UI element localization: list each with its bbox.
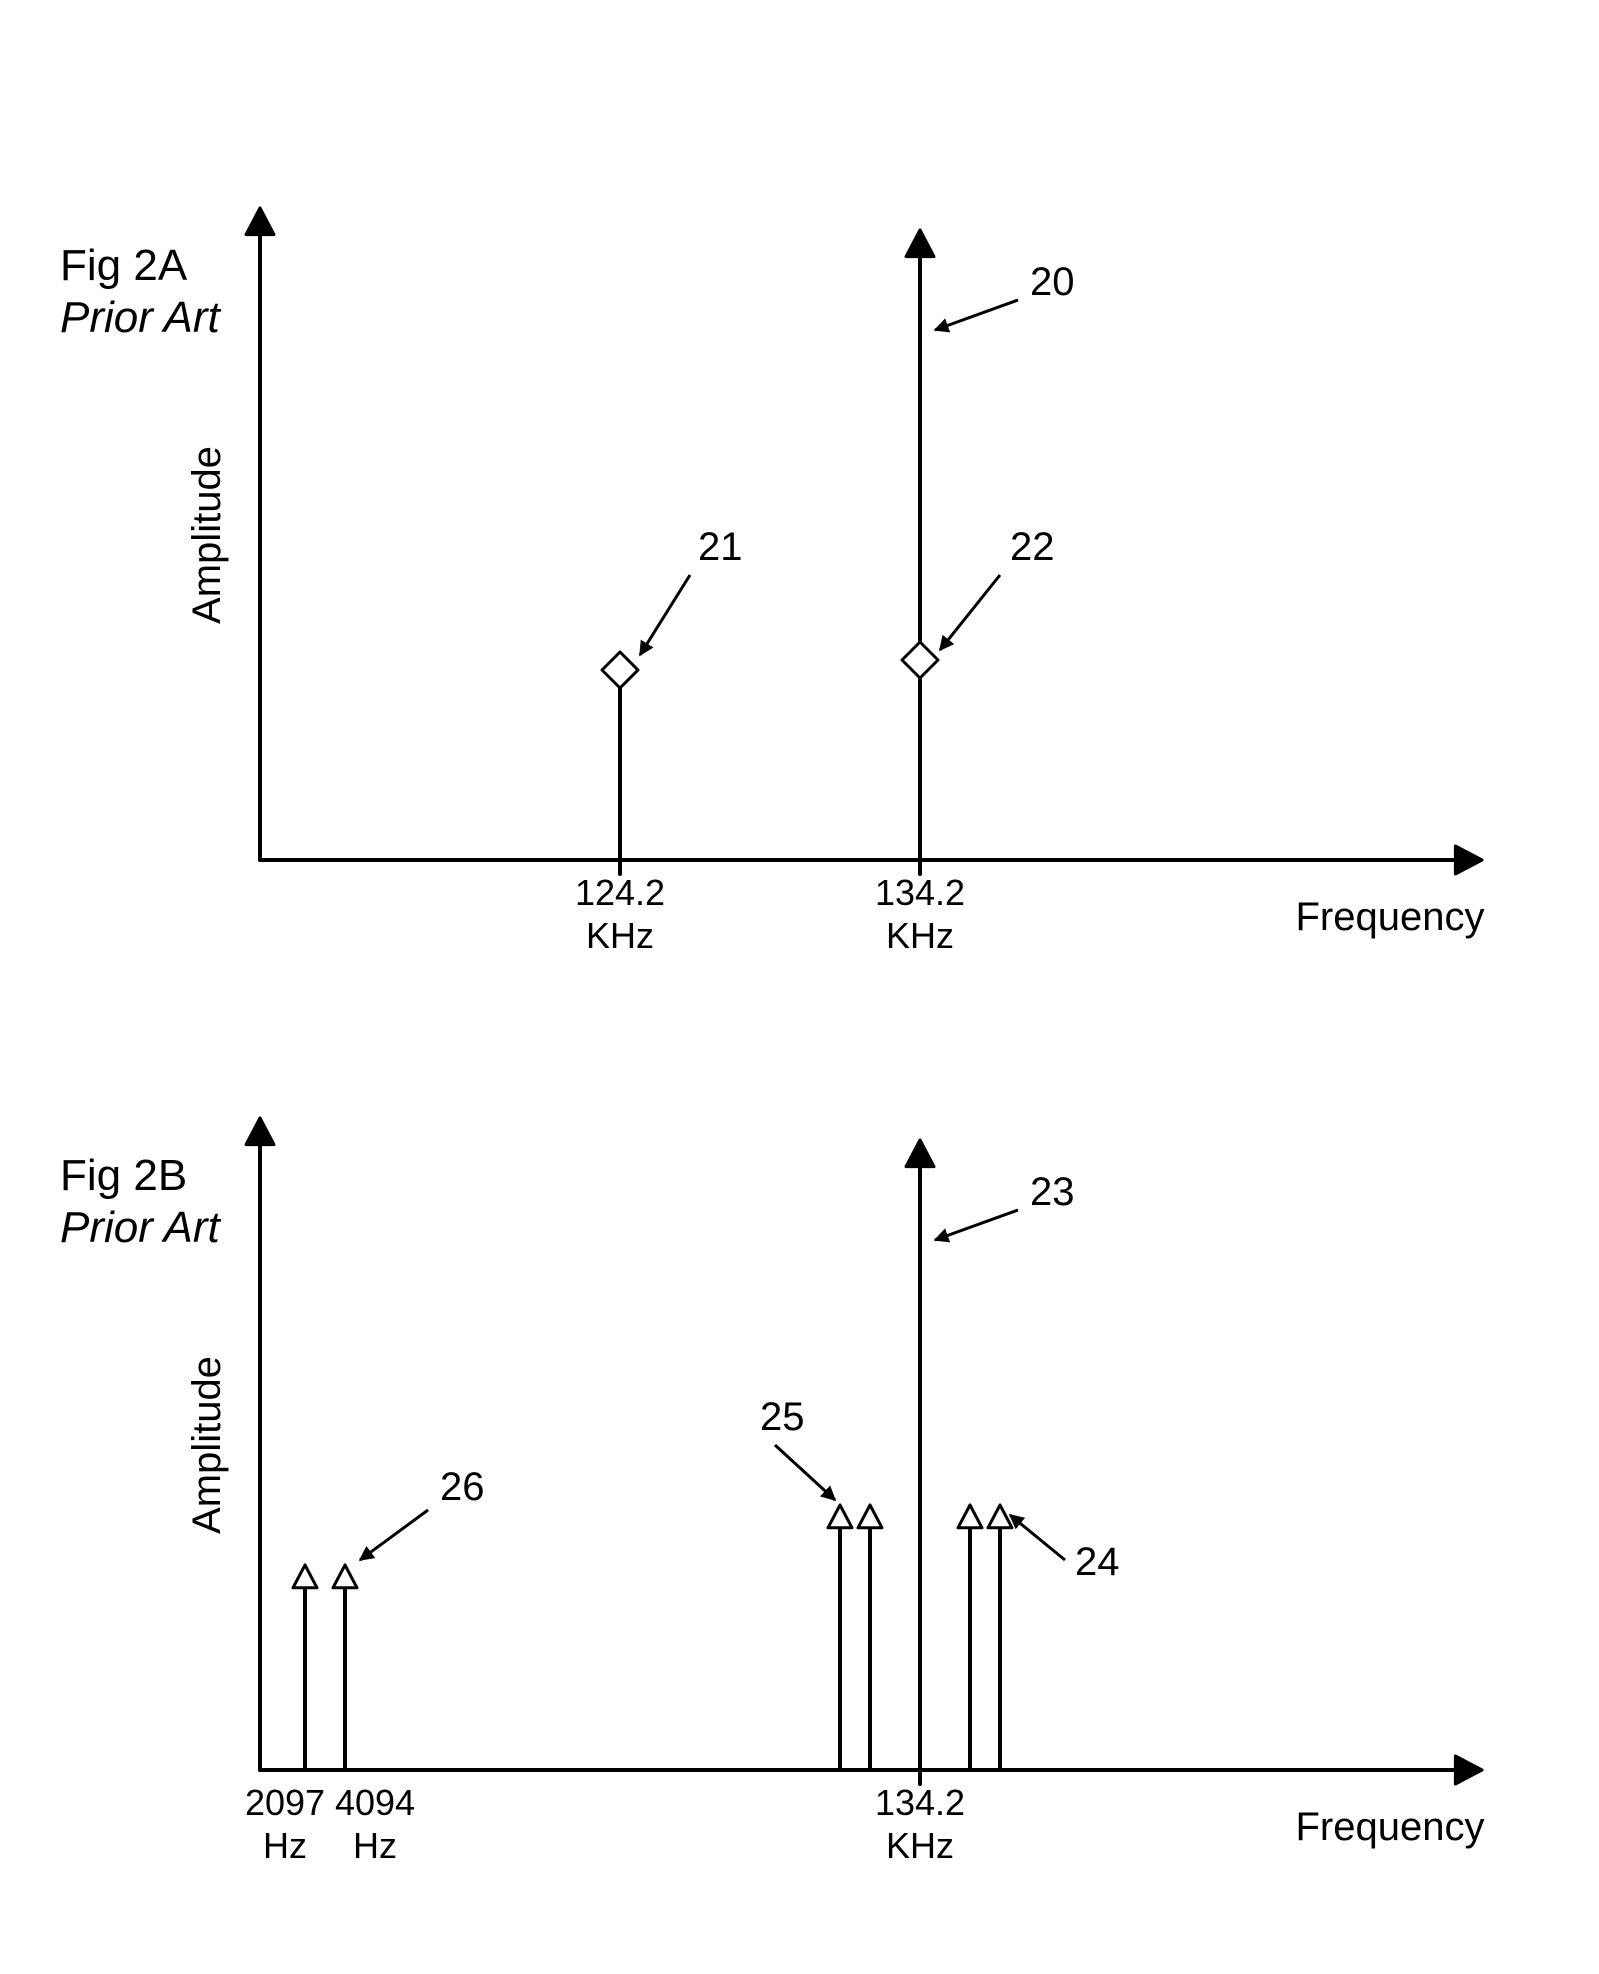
fig-2b-title: Fig 2B xyxy=(60,1151,187,1200)
svg-text:KHz: KHz xyxy=(886,915,954,956)
svg-text:134.2: 134.2 xyxy=(875,1782,965,1823)
callout-20: 20 xyxy=(1030,260,1075,304)
callout-22: 22 xyxy=(1010,525,1055,569)
svg-text:124.2: 124.2 xyxy=(575,872,665,913)
svg-text:2097: 2097 xyxy=(245,1782,325,1823)
svg-text:KHz: KHz xyxy=(586,915,654,956)
callout-25: 25 xyxy=(760,1395,805,1439)
fig-2a-title: Fig 2A xyxy=(60,241,188,290)
figure-svg: Fig 2APrior ArtAmplitudeFrequency20124.2… xyxy=(0,0,1599,1974)
figB-x-label: Frequency xyxy=(1296,1805,1485,1849)
svg-text:4094: 4094 xyxy=(335,1782,415,1823)
svg-text:Hz: Hz xyxy=(263,1825,307,1866)
svg-text:Hz: Hz xyxy=(353,1825,397,1866)
svg-text:134.2: 134.2 xyxy=(875,872,965,913)
fig-2b-subtitle: Prior Art xyxy=(60,1203,221,1252)
svg-text:KHz: KHz xyxy=(886,1825,954,1866)
fig-2a: Fig 2APrior Art Amplitude Frequency 20 124.2… xyxy=(60,208,1484,956)
callout-23: 23 xyxy=(1030,1170,1075,1214)
figB-y-label: Amplitude xyxy=(185,1356,229,1534)
callout-26: 26 xyxy=(440,1465,485,1509)
figA-y-label: Amplitude xyxy=(185,446,229,624)
callout-21: 21 xyxy=(698,525,743,569)
fig-2b: Fig 2BPrior Art Amplitude Frequency 134.2KH… xyxy=(60,1118,1484,1866)
callout-24: 24 xyxy=(1075,1540,1120,1584)
fig-2a-subtitle: Prior Art xyxy=(60,293,221,342)
figA-x-label: Frequency xyxy=(1296,895,1485,939)
